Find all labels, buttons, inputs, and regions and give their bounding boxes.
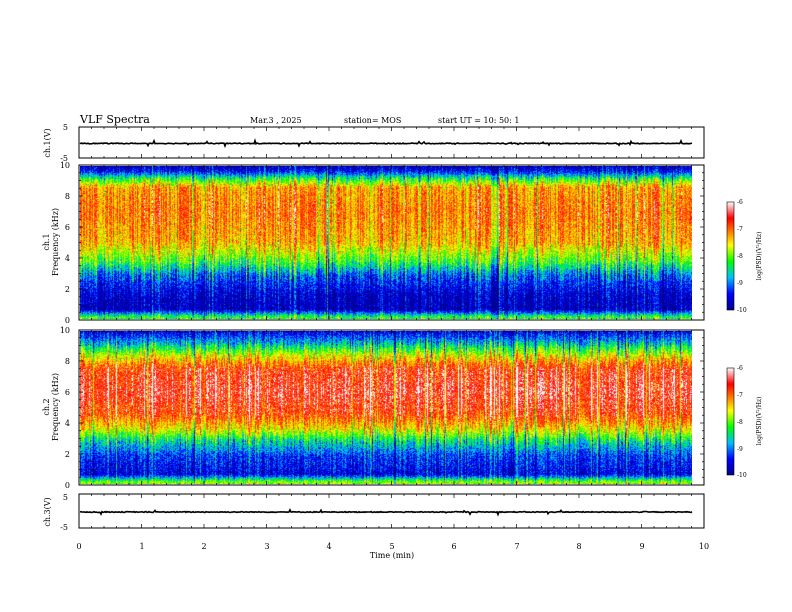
ch1-ytick-bottom: -5	[60, 154, 68, 163]
ch1-colorbar-tick-m8: -8	[737, 253, 743, 260]
ch2-spectrogram-ylabel-freq: Frequency (kHz)	[51, 373, 60, 441]
ch1-colorbar-tick-m9: -9	[737, 280, 743, 287]
ch1-waveform-ylabel: ch.1(V)	[43, 128, 52, 157]
ch1-colorbar-tick-m7: -7	[737, 226, 743, 233]
ch3-ytick-top: 5	[63, 493, 68, 502]
xtick-2: 2	[201, 542, 206, 551]
ch2-colorbar-tick-m9: -9	[737, 446, 743, 453]
ch2-ytick-0: 0	[65, 481, 70, 490]
ch2-colorbar-label: log(PSD)(V²/Hz)	[756, 397, 763, 446]
ch2-ytick-10: 10	[60, 326, 70, 335]
ch2-ytick-2: 2	[65, 450, 70, 459]
start-time-label: start UT = 10: 50: 1	[438, 116, 519, 125]
ch1-spectrogram-canvas	[80, 166, 692, 319]
ch3-waveform-ylabel: ch.3(V)	[43, 497, 52, 526]
x-axis-ticks	[78, 127, 705, 528]
station-label: station= MOS	[344, 116, 401, 125]
xtick-5: 5	[389, 542, 394, 551]
xtick-0: 0	[76, 542, 81, 551]
x-axis-label: Time (min)	[370, 551, 414, 560]
ch2-ytick-4: 4	[65, 419, 70, 428]
ch1-ytick-0: 0	[65, 316, 70, 325]
ch1-waveform-trace	[79, 138, 693, 149]
ch1-ytick-10: 10	[60, 161, 70, 170]
ch1-spectrogram-raster	[80, 166, 692, 319]
ch1-colorbar	[726, 201, 735, 311]
ch1-waveform-frame	[78, 126, 705, 159]
xtick-9: 9	[639, 542, 644, 551]
xtick-4: 4	[326, 542, 331, 551]
ch3-waveform-trace	[79, 508, 693, 517]
xtick-7: 7	[514, 542, 519, 551]
xtick-10: 10	[699, 542, 709, 551]
ch1-ytick-2: 2	[65, 285, 70, 294]
xtick-6: 6	[451, 542, 456, 551]
ch2-colorbar-tick-m8: -8	[737, 419, 743, 426]
y-axis-ticks	[79, 164, 704, 486]
ch1-ytick-4: 4	[65, 254, 70, 263]
figure-title: VLF Spectra	[79, 113, 150, 126]
ch1-ytick-6: 6	[65, 223, 70, 232]
ch1-colorbar-tick-m10: -10	[737, 307, 747, 314]
ch2-spectrogram-canvas	[80, 331, 692, 484]
ch1-ytick-top: 5	[63, 123, 68, 132]
ch2-spectrogram-ylabel-channel: ch.2	[42, 398, 51, 415]
ch1-ytick-8: 8	[65, 192, 70, 201]
ch1-spectrogram-ylabel-freq: Frequency (kHz)	[51, 208, 60, 276]
ch2-colorbar-tick-m6: -6	[737, 365, 743, 372]
ch1-colorbar-tick-m6: -6	[737, 199, 743, 206]
ch2-spectrogram-raster	[80, 331, 692, 484]
ch2-colorbar-tick-m10: -10	[737, 472, 747, 479]
ch1-colorbar-label: log(PSD)(V²/Hz)	[756, 232, 763, 281]
date-label: Mar.3 , 2025	[250, 116, 302, 125]
ch2-ytick-8: 8	[65, 357, 70, 366]
ch3-ytick-bottom: -5	[60, 523, 68, 532]
ch2-ytick-6: 6	[65, 388, 70, 397]
xtick-3: 3	[264, 542, 269, 551]
ch2-colorbar-tick-m7: -7	[737, 392, 743, 399]
ch1-spectrogram-ylabel-channel: ch.1	[42, 233, 51, 250]
xtick-8: 8	[576, 542, 581, 551]
xtick-1: 1	[139, 542, 144, 551]
ch2-colorbar	[726, 367, 735, 476]
